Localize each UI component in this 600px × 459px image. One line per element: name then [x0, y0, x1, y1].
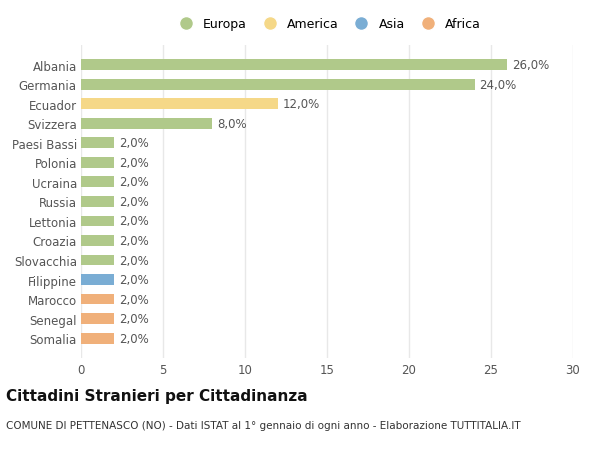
Text: 2,0%: 2,0% [119, 313, 148, 325]
Bar [81, 274, 114, 285]
Text: 2,0%: 2,0% [119, 137, 148, 150]
Bar [81, 118, 212, 129]
Bar [81, 216, 114, 227]
Text: 2,0%: 2,0% [119, 235, 148, 247]
Bar [81, 157, 114, 168]
Text: 2,0%: 2,0% [119, 254, 148, 267]
Text: 2,0%: 2,0% [119, 293, 148, 306]
Bar [81, 196, 114, 207]
Bar [81, 60, 508, 71]
Bar [81, 138, 114, 149]
Legend: Europa, America, Asia, Africa: Europa, America, Asia, Africa [170, 16, 484, 34]
Bar [81, 177, 114, 188]
Text: 2,0%: 2,0% [119, 274, 148, 286]
Bar [81, 255, 114, 266]
Bar [81, 313, 114, 325]
Bar [81, 333, 114, 344]
Text: 8,0%: 8,0% [217, 118, 247, 130]
Bar [81, 294, 114, 305]
Text: 2,0%: 2,0% [119, 332, 148, 345]
Text: 2,0%: 2,0% [119, 176, 148, 189]
Bar [81, 235, 114, 246]
Bar [81, 79, 475, 90]
Text: 2,0%: 2,0% [119, 196, 148, 208]
Text: COMUNE DI PETTENASCO (NO) - Dati ISTAT al 1° gennaio di ogni anno - Elaborazione: COMUNE DI PETTENASCO (NO) - Dati ISTAT a… [6, 420, 521, 430]
Text: 24,0%: 24,0% [479, 78, 517, 91]
Text: 2,0%: 2,0% [119, 157, 148, 169]
Text: 26,0%: 26,0% [512, 59, 550, 72]
Text: Cittadini Stranieri per Cittadinanza: Cittadini Stranieri per Cittadinanza [6, 388, 308, 403]
Bar [81, 99, 278, 110]
Text: 12,0%: 12,0% [283, 98, 320, 111]
Text: 2,0%: 2,0% [119, 215, 148, 228]
